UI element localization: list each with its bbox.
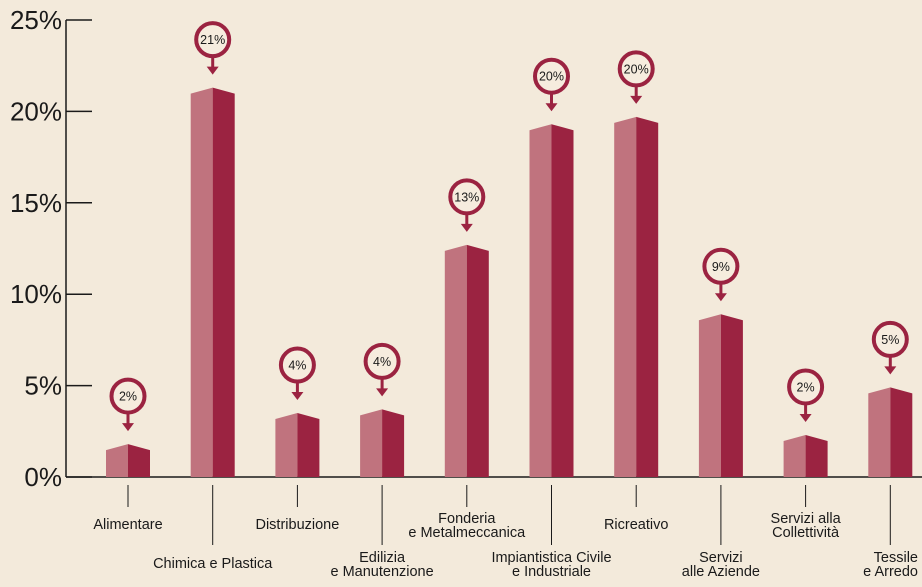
x-tick-label: Alimentare: [93, 517, 162, 533]
marker-arrow-icon: [460, 223, 473, 232]
data-label-marker: 4%: [363, 342, 401, 397]
bar: [444, 244, 489, 477]
bar-face-left: [360, 409, 383, 477]
bar: [529, 124, 574, 478]
data-label-marker: 2%: [787, 368, 825, 422]
data-label: 13%: [454, 190, 479, 204]
data-label-marker: 20%: [533, 57, 570, 112]
bar: [106, 444, 150, 477]
data-label-marker: 20%: [617, 50, 655, 104]
x-tick-label: e Arredo: [863, 564, 918, 580]
bar-face-left: [190, 87, 213, 478]
marker-arrow-icon: [545, 103, 558, 112]
marker-arrow-icon: [291, 392, 304, 401]
x-tick-label: alle Aziende: [682, 564, 760, 580]
data-label-marker: 4%: [278, 346, 316, 401]
marker-ring: [702, 247, 740, 285]
x-tick-label: Collettività: [772, 525, 840, 541]
x-tick-label: e Manutenzione: [331, 564, 434, 580]
bar-face-right: [297, 413, 320, 477]
data-label: 21%: [200, 33, 225, 47]
marker-ring: [363, 342, 401, 380]
x-axis: Alimentare Chimica e Plastica Distribuzion…: [66, 476, 922, 580]
bar: [614, 116, 659, 477]
bar: [868, 387, 913, 477]
bar-face-left: [868, 387, 891, 477]
marker-ring: [533, 57, 570, 95]
bar: [190, 87, 235, 478]
data-label-marker: 21%: [194, 21, 232, 75]
bar-face-left: [614, 116, 637, 477]
bar-face-right: [212, 87, 235, 478]
x-tick-label: Chimica e Plastica: [153, 556, 273, 572]
data-label: 2%: [797, 380, 815, 394]
data-label: 4%: [373, 355, 391, 369]
y-tick-label: 20%: [10, 96, 62, 126]
marker-arrow-icon: [206, 66, 219, 75]
marker-arrow-icon: [122, 423, 134, 432]
y-tick-label: 0%: [24, 462, 62, 492]
bar-face-left: [783, 434, 806, 477]
bar-face-right: [128, 444, 150, 477]
data-labels: 2% 21% 4% 4% 13% 20% 20% 9% 2% 5%: [109, 21, 909, 432]
bar-face-right: [551, 124, 574, 478]
x-tick-label: Fonderia: [438, 511, 496, 527]
data-label: 4%: [288, 359, 306, 373]
bars: [106, 87, 913, 478]
y-tick-label: 10%: [10, 279, 62, 309]
bar: [783, 434, 828, 477]
marker-arrow-icon: [884, 366, 897, 375]
bar-face-left: [106, 444, 128, 477]
marker-arrow-icon: [376, 388, 389, 397]
data-label-marker: 5%: [871, 320, 909, 375]
x-tick-label: e Industriale: [512, 564, 591, 580]
data-label-marker: 13%: [448, 178, 486, 232]
data-label: 20%: [539, 70, 564, 84]
bar-face-right: [466, 244, 489, 477]
x-tick-label: Impiantistica Civile: [491, 550, 611, 566]
x-tick-label: Ricreativo: [604, 517, 668, 533]
bar-face-left: [444, 244, 467, 477]
bar-face-right: [636, 116, 659, 477]
bar-face-left: [529, 124, 552, 478]
marker-ring: [448, 178, 486, 216]
marker-ring: [109, 377, 147, 415]
data-label: 20%: [624, 62, 649, 76]
x-tick-label: Edilizia: [359, 550, 406, 566]
bar: [698, 314, 743, 477]
x-tick-label: e Metalmeccanica: [408, 525, 526, 541]
data-label: 9%: [712, 260, 730, 274]
y-axis: 0% 5% 10% 15% 20% 25%: [10, 5, 92, 492]
marker-arrow-icon: [630, 95, 643, 104]
bar-face-right: [805, 434, 828, 477]
bar-face-right: [382, 409, 405, 477]
marker-arrow-icon: [714, 293, 727, 302]
marker-ring: [278, 346, 316, 384]
data-label: 2%: [119, 390, 137, 404]
data-label-marker: 9%: [702, 247, 740, 302]
x-tick-label: Servizi alla: [771, 511, 842, 527]
y-tick-label: 5%: [24, 371, 62, 401]
data-label-marker: 2%: [109, 377, 147, 432]
bar: [275, 413, 320, 477]
bar: [360, 409, 405, 477]
bar-face-right: [720, 314, 743, 477]
bar-face-right: [890, 387, 913, 477]
marker-ring: [617, 50, 655, 88]
x-tick-label: Distribuzione: [255, 517, 339, 533]
x-tick-label: Tessile: [874, 550, 918, 566]
y-tick-label: 15%: [10, 188, 62, 218]
marker-ring: [787, 368, 825, 406]
data-label: 5%: [881, 333, 899, 347]
bar-face-left: [698, 314, 721, 477]
x-tick-label: Servizi: [699, 550, 743, 566]
marker-ring: [194, 21, 232, 59]
bar-face-left: [275, 413, 298, 477]
y-tick-label: 25%: [10, 5, 62, 35]
marker-ring: [871, 320, 909, 358]
marker-arrow-icon: [799, 413, 812, 422]
